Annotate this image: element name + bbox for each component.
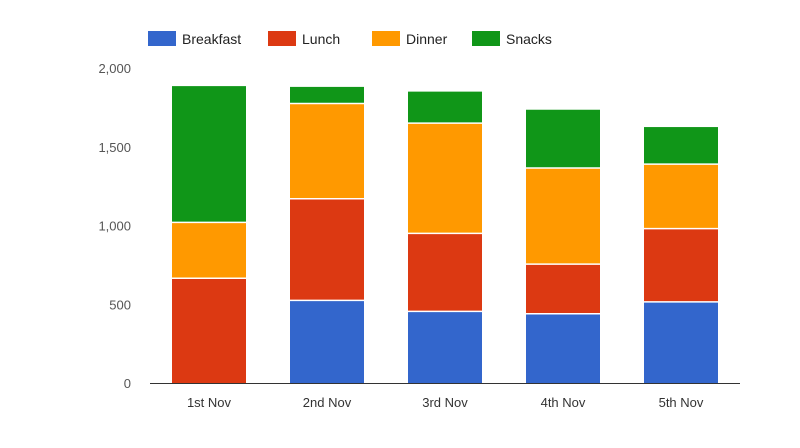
legend: Breakfast Lunch Dinner Snacks bbox=[148, 31, 552, 47]
bar-snacks-2 bbox=[290, 86, 364, 104]
x-axis: 1st Nov 2nd Nov 3rd Nov 4th Nov 5th Nov bbox=[150, 383, 740, 410]
x-tick-label: 3rd Nov bbox=[422, 395, 468, 410]
bar-lunch-5 bbox=[644, 228, 718, 302]
x-tick-label: 1st Nov bbox=[187, 395, 232, 410]
bar-lunch-4 bbox=[526, 264, 600, 314]
bar-snacks-3 bbox=[408, 91, 482, 124]
x-tick-label: 4th Nov bbox=[541, 395, 586, 410]
bar-lunch-2 bbox=[290, 198, 364, 301]
legend-swatch-lunch bbox=[268, 31, 296, 46]
bar-snacks-5 bbox=[644, 127, 718, 165]
bar-snacks-1 bbox=[172, 86, 246, 223]
bar-breakfast-4 bbox=[526, 313, 600, 383]
y-tick-label: 2,000 bbox=[98, 61, 131, 76]
bar-lunch-1 bbox=[172, 278, 246, 383]
y-tick-label: 1,000 bbox=[98, 219, 131, 234]
bar-dinner-3 bbox=[408, 123, 482, 234]
legend-swatch-snacks bbox=[472, 31, 500, 46]
bar-lunch-3 bbox=[408, 233, 482, 312]
bars bbox=[172, 86, 718, 383]
bar-breakfast-5 bbox=[644, 301, 718, 383]
legend-label-snacks: Snacks bbox=[506, 31, 552, 47]
bar-dinner-5 bbox=[644, 164, 718, 229]
legend-label-lunch: Lunch bbox=[302, 31, 340, 47]
x-tick-label: 2nd Nov bbox=[303, 395, 352, 410]
legend-label-breakfast: Breakfast bbox=[182, 31, 241, 47]
x-tick-label: 5th Nov bbox=[659, 395, 704, 410]
y-axis: 0 500 1,000 1,500 2,000 bbox=[98, 61, 131, 391]
bar-snacks-4 bbox=[526, 109, 600, 169]
y-tick-label: 1,500 bbox=[98, 140, 131, 155]
bar-breakfast-2 bbox=[290, 300, 364, 383]
legend-swatch-dinner bbox=[372, 31, 400, 46]
bar-breakfast-3 bbox=[408, 311, 482, 383]
legend-swatch-breakfast bbox=[148, 31, 176, 46]
bar-dinner-1 bbox=[172, 222, 246, 279]
y-tick-label: 500 bbox=[109, 297, 131, 312]
bar-dinner-4 bbox=[526, 168, 600, 265]
y-tick-label: 0 bbox=[124, 376, 131, 391]
legend-label-dinner: Dinner bbox=[406, 31, 448, 47]
bar-dinner-2 bbox=[290, 103, 364, 199]
